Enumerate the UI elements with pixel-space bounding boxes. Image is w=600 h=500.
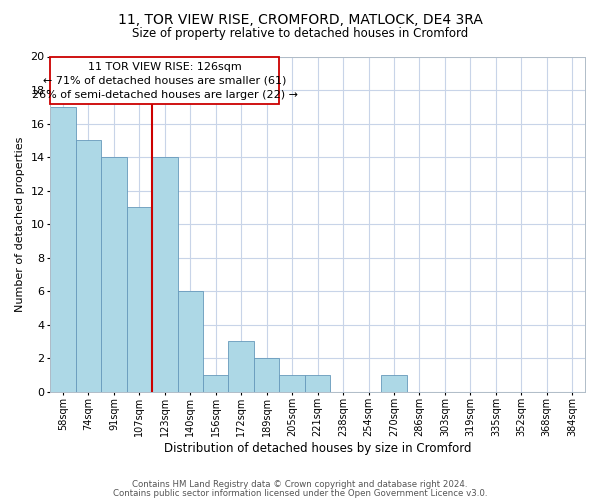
Text: 26% of semi-detached houses are larger (22) →: 26% of semi-detached houses are larger (… [32, 90, 298, 100]
Text: 11, TOR VIEW RISE, CROMFORD, MATLOCK, DE4 3RA: 11, TOR VIEW RISE, CROMFORD, MATLOCK, DE… [118, 12, 482, 26]
Bar [381, 375, 407, 392]
Bar [50, 107, 76, 392]
Bar [280, 375, 305, 392]
Y-axis label: Number of detached properties: Number of detached properties [15, 136, 25, 312]
X-axis label: Distribution of detached houses by size in Cromford: Distribution of detached houses by size … [164, 442, 472, 455]
Bar [101, 157, 127, 392]
Text: 11 TOR VIEW RISE: 126sqm: 11 TOR VIEW RISE: 126sqm [88, 62, 242, 72]
Bar [152, 157, 178, 392]
Text: Contains public sector information licensed under the Open Government Licence v3: Contains public sector information licen… [113, 489, 487, 498]
Bar [203, 375, 229, 392]
Bar [229, 342, 254, 392]
Text: Size of property relative to detached houses in Cromford: Size of property relative to detached ho… [132, 28, 468, 40]
FancyBboxPatch shape [50, 56, 280, 104]
Text: Contains HM Land Registry data © Crown copyright and database right 2024.: Contains HM Land Registry data © Crown c… [132, 480, 468, 489]
Bar [305, 375, 331, 392]
Bar [76, 140, 101, 392]
Bar [254, 358, 280, 392]
Bar [178, 291, 203, 392]
Bar [127, 208, 152, 392]
Text: ← 71% of detached houses are smaller (61): ← 71% of detached houses are smaller (61… [43, 76, 287, 86]
